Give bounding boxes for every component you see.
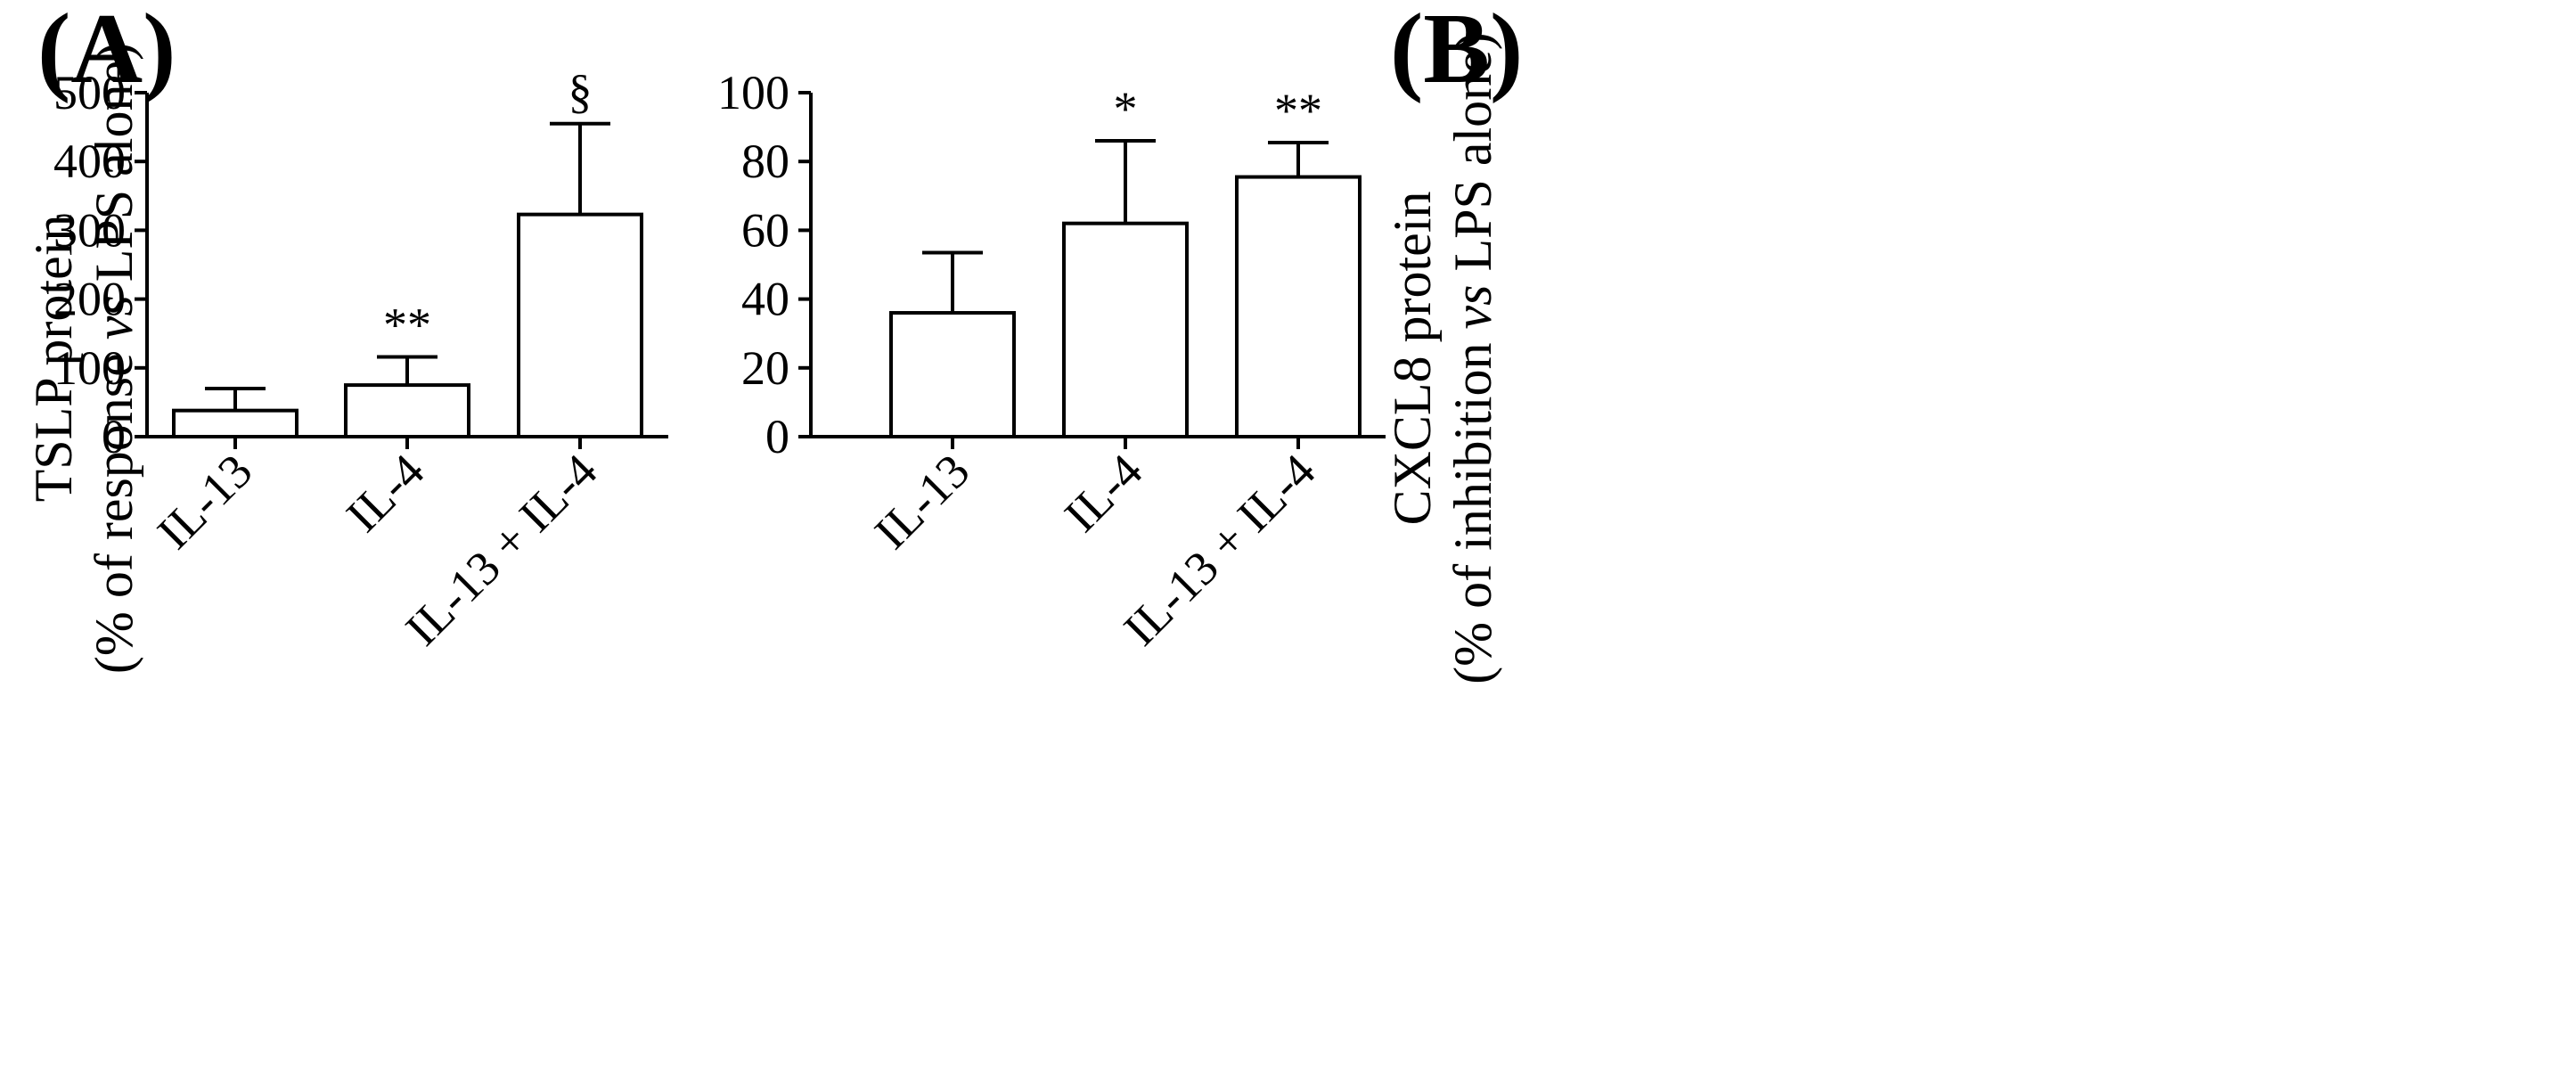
panel-a-y-title-line2: (% of response vs LPS alone) [85, 43, 143, 674]
panel-b-y-tick-label: 40 [741, 273, 789, 326]
panel-a-y-tick-label: 200 [53, 273, 126, 326]
panel-a-label: (A) [37, 0, 176, 104]
panel-b-bar-2 [1062, 221, 1189, 438]
panel-b-label: (B) [1390, 0, 1523, 104]
panel-b-significance-3: ** [1274, 84, 1322, 137]
panel-b-y-title-line2: (% of inhibition vs LPS alone) [1443, 32, 1502, 684]
panel-b-y-tick-label: 80 [741, 135, 789, 188]
panel-a-bar-1 [172, 408, 298, 439]
panel-a-y-tick-label: 500 [53, 66, 126, 119]
panel-a-y-axis-title: TSLP protein (% of response vs LPS alone… [24, 43, 143, 674]
panel-b-y-tick-label: 60 [741, 203, 789, 257]
panel-a-bar-2 [344, 383, 470, 439]
panel-b-category-label-2: IL-4 [1054, 444, 1152, 542]
panel-a-bar-3 [517, 212, 643, 438]
panel-a-y-title-line1: TSLP protein [24, 215, 83, 503]
panel-a-category-label-1: IL-13 [147, 444, 262, 559]
panel-a-category-label-2: IL-4 [336, 444, 434, 542]
panel-b-category-label-1: IL-13 [864, 444, 979, 559]
panel-a: (A) TSLP protein (% of response vs LPS a… [24, 0, 668, 674]
panel-a-significance-3: § [568, 65, 593, 119]
panel-b-y-title-line1: CXCL8 protein [1383, 192, 1442, 526]
panel-a-y-tick-label: 400 [53, 135, 126, 188]
panel-b-significance-2: * [1114, 82, 1138, 135]
panel-b-y-axis-title: CXCL8 protein (% of inhibition vs LPS al… [1383, 32, 1502, 684]
panel-b-y-tick-label: 100 [717, 66, 789, 119]
panel-b-bar-3 [1235, 175, 1362, 438]
panel-a-significance-2: ** [383, 298, 431, 351]
panel-b-y-tick-label: 0 [765, 410, 789, 463]
panel-a-y-tick-label: 100 [53, 341, 126, 395]
panel-b: (B) CXCL8 protein (% of inhibition vs LP… [717, 0, 1523, 684]
panel-b-bar-1 [889, 311, 1016, 439]
panel-b-y-tick-label: 20 [741, 341, 789, 395]
panel-a-y-tick-label: 0 [102, 410, 126, 463]
panel-a-y-tick-label: 300 [53, 203, 126, 257]
